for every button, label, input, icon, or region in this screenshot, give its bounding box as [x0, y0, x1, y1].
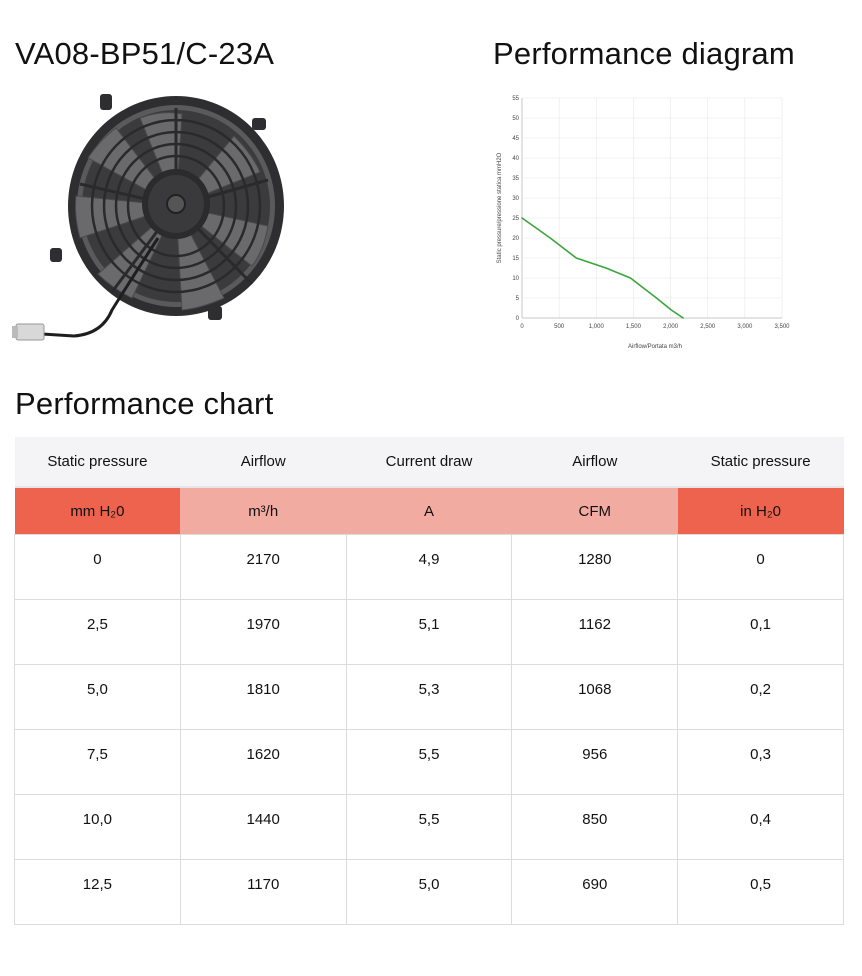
column-header: Current draw: [346, 437, 512, 488]
unit-cell: CFM: [511, 487, 678, 535]
column-header: Static pressure: [14, 437, 181, 488]
table-cell: 5,5: [345, 794, 513, 860]
table-cell: 0,4: [677, 794, 844, 860]
table-cell: 7,5: [14, 729, 181, 795]
table-cell: 1440: [179, 794, 347, 860]
x-tick-label: 1,000: [589, 324, 605, 330]
table-row: 7,5 1620 5,5 956 0,3: [14, 729, 844, 795]
product-title: VA08-BP51/C-23A: [15, 36, 275, 71]
unit-cell: m³/h: [180, 487, 347, 535]
column-header: Airflow: [511, 437, 678, 488]
table-cell: 1170: [179, 859, 347, 925]
table-cell: 2,5: [14, 599, 181, 665]
table-cell: 1970: [179, 599, 347, 665]
table-cell: 1810: [179, 664, 347, 730]
performance-table: Static pressure Airflow Current draw Air…: [14, 437, 844, 925]
table-cell: 0,2: [677, 664, 844, 730]
table-cell: 1068: [511, 664, 679, 730]
diagram-title: Performance diagram: [493, 36, 795, 71]
x-axis-ticks: 0 500 1,000 1,500 2,000 2,500 3,000 3,500: [520, 324, 790, 330]
table-cell: 0: [14, 534, 181, 600]
x-tick-label: 3,500: [774, 324, 790, 330]
table-cell: 1280: [511, 534, 679, 600]
section-title: Performance chart: [15, 386, 274, 421]
x-tick-label: 1,500: [626, 324, 642, 330]
table-row: 12,5 1170 5,0 690 0,5: [14, 859, 844, 925]
unit-cell: mm H₂0: [14, 487, 181, 535]
table-cell: 10,0: [14, 794, 181, 860]
y-tick-label: 10: [512, 276, 519, 282]
table-units-row: mm H₂0 m³/h A CFM in H₂0: [14, 487, 844, 535]
table-cell: 0,3: [677, 729, 844, 795]
x-tick-label: 2,500: [700, 324, 716, 330]
x-axis-label: Airflow/Portata m3/h: [628, 344, 682, 350]
x-tick-label: 0: [520, 324, 524, 330]
x-tick-label: 500: [554, 324, 565, 330]
table-cell: 690: [511, 859, 679, 925]
table-header-row: Static pressure Airflow Current draw Air…: [14, 437, 844, 488]
x-tick-label: 2,000: [663, 324, 679, 330]
table-cell: 2170: [179, 534, 347, 600]
performance-diagram: 0 500 1,000 1,500 2,000 2,500 3,000 3,500 0 5 10 1…: [497, 96, 790, 350]
column-header: Airflow: [180, 437, 347, 488]
chart-grid: [521, 97, 783, 319]
table-cell: 5,1: [345, 599, 513, 665]
y-tick-label: 0: [516, 316, 520, 322]
table-cell: 1620: [179, 729, 347, 795]
table-cell: 5,5: [345, 729, 513, 795]
chart-series: [521, 217, 684, 319]
table-row: 5,0 1810 5,3 1068 0,2: [14, 664, 844, 730]
table-row: 0 2170 4,9 1280 0: [14, 534, 844, 600]
table-cell: 1162: [511, 599, 679, 665]
table-cell: 4,9: [345, 534, 513, 600]
column-header: Static pressure: [677, 437, 844, 488]
unit-cell: in H₂0: [677, 487, 844, 535]
table-cell: 0,5: [677, 859, 844, 925]
y-axis-label: Static pressure/pressione statica mmH2O: [497, 152, 503, 263]
y-tick-label: 20: [512, 236, 519, 242]
series-line: [521, 217, 684, 319]
y-tick-label: 15: [512, 256, 519, 262]
table-cell: 850: [511, 794, 679, 860]
table-cell: 0,1: [677, 599, 844, 665]
x-tick-label: 3,000: [737, 324, 753, 330]
y-tick-label: 50: [512, 116, 519, 122]
unit-cell: A: [346, 487, 512, 535]
table-cell: 12,5: [14, 859, 181, 925]
table-cell: 5,0: [14, 664, 181, 730]
table-cell: 956: [511, 729, 679, 795]
y-tick-label: 35: [512, 176, 519, 182]
table-cell: 5,0: [345, 859, 513, 925]
table-cell: 0: [677, 534, 844, 600]
y-tick-label: 40: [512, 156, 519, 162]
fan-product-image: [12, 94, 284, 341]
y-tick-label: 30: [512, 196, 519, 202]
table-row: 10,0 1440 5,5 850 0,4: [14, 794, 844, 860]
chart-axes: [521, 98, 782, 319]
y-tick-label: 25: [512, 216, 519, 222]
y-tick-label: 5: [516, 296, 520, 302]
table-cell: 5,3: [345, 664, 513, 730]
y-axis-ticks: 0 5 10 15 20 25 30 35 40 45 50 55: [512, 96, 519, 322]
y-tick-label: 45: [512, 136, 519, 142]
table-row: 2,5 1970 5,1 1162 0,1: [14, 599, 844, 665]
y-tick-label: 55: [512, 96, 519, 102]
